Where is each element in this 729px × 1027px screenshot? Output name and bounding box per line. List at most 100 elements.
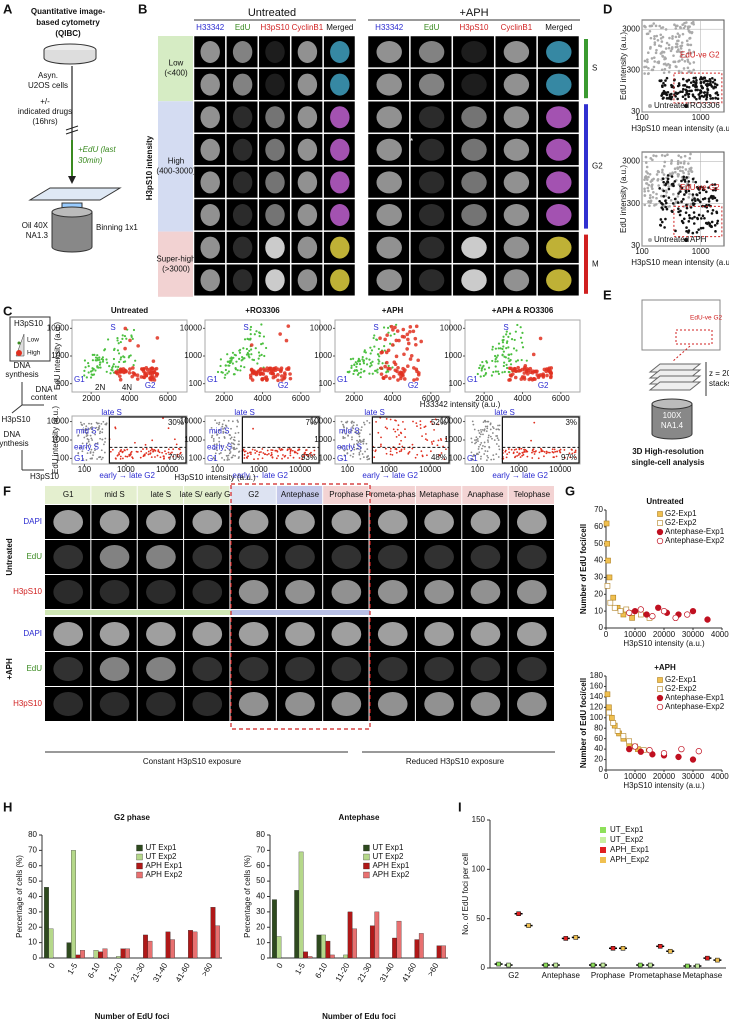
c-percent: 48%: [431, 453, 447, 462]
cell-dot: [377, 358, 380, 361]
f-column: Prometa-phase: [365, 490, 420, 499]
cell-dot: [682, 162, 686, 165]
legend-marker: [136, 862, 143, 870]
cell-dot: [102, 420, 105, 423]
cell-dot: [491, 432, 494, 434]
cell-dot: [122, 457, 124, 460]
cell: [461, 204, 487, 226]
bar: [192, 931, 198, 959]
cell-dot: [646, 51, 650, 55]
cell: [200, 106, 220, 129]
cell-dot: [537, 457, 540, 460]
cell-dot: [521, 454, 524, 457]
cell-dot: [479, 364, 482, 367]
cell-dot: [647, 183, 651, 187]
cell-dot: [647, 189, 650, 193]
cell-dot: [99, 456, 102, 459]
cell-dot: [237, 421, 239, 423]
h-title: G2 phase: [114, 813, 151, 822]
cell-dot: [369, 362, 372, 365]
cell-dot: [494, 370, 498, 373]
a-edu: +EdU (last: [78, 145, 116, 154]
cell-dot: [662, 81, 665, 85]
cell-dot: [513, 338, 516, 342]
x-tick-label: 41-60: [174, 961, 192, 984]
cell-dot: [687, 95, 690, 99]
legend-box: [655, 536, 722, 546]
cell-dot: [308, 452, 311, 455]
cell-dot: [673, 167, 677, 171]
cell-dot: [351, 420, 354, 423]
y-tick-label: 180: [590, 671, 604, 680]
cell-dot: [525, 359, 528, 362]
cell-dot: [85, 432, 88, 435]
cell-dot: [247, 455, 249, 458]
cell-dot: [715, 221, 719, 225]
cell-dot: [677, 183, 681, 186]
y-tick-label: 10000: [47, 417, 70, 426]
cell-dot: [708, 83, 712, 87]
point: [637, 606, 644, 613]
cell-dot: [176, 455, 179, 458]
cell-dot: [90, 437, 93, 440]
cell-dot: [470, 458, 473, 461]
cell-dot: [362, 362, 366, 365]
cell-dot: [263, 354, 266, 358]
cell-dot: [666, 177, 670, 181]
f-column: G2: [248, 490, 259, 499]
cell-dot: [480, 455, 482, 458]
cell-dot: [346, 370, 349, 374]
cell-dot: [685, 226, 688, 229]
cell-dot: [92, 367, 95, 371]
cell-dot: [154, 372, 159, 376]
y-tick-label: 20: [594, 755, 603, 764]
f-header-bg: [508, 486, 554, 504]
c-phase: S: [110, 323, 115, 332]
cell-dot: [388, 367, 392, 371]
cell-dot: [394, 354, 399, 359]
cell-dot: [574, 456, 577, 458]
cell-dot: [672, 60, 675, 64]
cell-dot: [385, 452, 388, 455]
cell-dot: [224, 364, 227, 367]
cell-dot: [154, 449, 157, 452]
cell-dot: [687, 180, 691, 183]
break: [65, 129, 79, 135]
cell-dot: [666, 90, 670, 94]
cell-dot: [172, 455, 175, 458]
cell-dot: [226, 457, 229, 459]
cell-dot: [643, 194, 647, 197]
cell-dot: [354, 431, 357, 434]
cell-dot: [87, 364, 90, 368]
c-gate: [501, 416, 580, 464]
cell: [376, 171, 402, 194]
cell: [516, 692, 547, 716]
cell-dot: [171, 451, 173, 454]
b-group-band: [158, 36, 193, 102]
f-header-bg: [45, 486, 91, 504]
cell-dot: [515, 448, 518, 451]
cell-dot: [152, 450, 155, 453]
x-tick-label: >60: [426, 961, 441, 978]
c-gate: [371, 416, 450, 464]
cell-dot: [424, 438, 427, 441]
cell-dot: [248, 373, 253, 378]
c-phase: G1: [207, 454, 218, 463]
cell-dot: [114, 457, 117, 460]
cell-dot: [711, 97, 715, 100]
cell-dot: [688, 89, 692, 93]
cell: [146, 622, 176, 646]
cell-dot: [651, 158, 654, 162]
cell-dot: [228, 434, 231, 436]
cell-dot: [108, 365, 111, 368]
y-tick-label: 30: [594, 573, 603, 582]
cell-dot: [247, 353, 250, 356]
cell-dot: [362, 421, 365, 424]
cell-dot: [531, 457, 534, 459]
y-tick-label: 1000: [314, 351, 332, 360]
cell-dot: [88, 443, 91, 446]
cell-dot: [119, 356, 123, 359]
cell-dot: [87, 440, 90, 443]
cell-dot: [476, 372, 479, 376]
cell-dot: [234, 368, 237, 371]
